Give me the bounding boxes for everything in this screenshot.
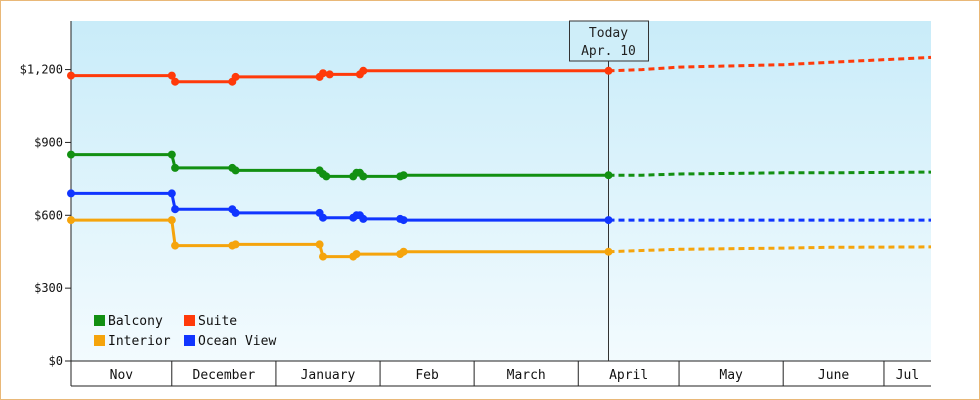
y-tick-label: $900 <box>34 135 63 149</box>
data-point-interior <box>604 247 613 256</box>
data-point-ocean-view <box>359 214 368 223</box>
month-label: Feb <box>415 368 439 383</box>
data-point-balcony <box>322 172 331 181</box>
data-point-balcony <box>171 163 180 172</box>
legend-swatch-ocean-view <box>184 335 195 346</box>
data-point-suite <box>171 77 180 86</box>
data-point-interior <box>319 252 327 261</box>
month-label: Jul <box>896 368 919 383</box>
data-point-suite <box>319 69 327 78</box>
today-box <box>569 20 649 62</box>
y-tick-label: $300 <box>34 281 63 295</box>
data-point-balcony <box>359 172 368 181</box>
legend-label-balcony: Balcony <box>108 314 163 329</box>
month-label: March <box>507 368 546 383</box>
plot-background <box>71 21 931 361</box>
data-point-interior <box>399 247 408 256</box>
data-point-interior <box>167 216 176 225</box>
today-label: Today <box>589 26 628 41</box>
data-point-ocean-view <box>399 216 408 225</box>
data-point-suite <box>325 70 334 79</box>
data-point-ocean-view <box>319 213 327 222</box>
projection-line-suite <box>608 55 932 73</box>
data-point-ocean-view <box>231 208 240 217</box>
data-point-ocean-view <box>67 189 75 198</box>
data-point-ocean-view <box>604 216 613 225</box>
data-point-balcony <box>399 171 408 180</box>
month-label: Nov <box>110 368 134 383</box>
legend-swatch-balcony <box>94 315 105 326</box>
legend-label-ocean-view: Ocean View <box>198 334 276 349</box>
data-point-balcony <box>231 166 240 175</box>
data-point-interior <box>315 240 324 249</box>
month-label: June <box>818 368 849 383</box>
y-tick-label: $1,200 <box>20 63 63 77</box>
month-label: April <box>609 368 648 383</box>
legend-label-suite: Suite <box>198 314 237 329</box>
y-tick-label: $600 <box>34 208 63 222</box>
series-line-ocean-view <box>71 191 609 222</box>
data-point-suite <box>67 71 75 80</box>
legend-label-interior: Interior <box>108 334 171 349</box>
data-point-balcony <box>604 171 613 180</box>
projection-line-balcony <box>608 170 932 177</box>
month-label: December <box>193 368 256 383</box>
month-label: January <box>301 368 356 383</box>
data-point-interior <box>231 240 240 249</box>
data-point-ocean-view <box>171 205 180 214</box>
legend-swatch-suite <box>184 315 195 326</box>
data-point-suite <box>231 72 240 81</box>
legend-swatch-interior <box>94 335 105 346</box>
projection-line-interior <box>608 245 932 254</box>
data-point-balcony <box>67 150 75 159</box>
month-label: May <box>719 368 743 383</box>
y-tick-label: $0 <box>49 354 63 368</box>
data-point-interior <box>67 216 75 225</box>
data-point-interior <box>171 241 180 250</box>
data-point-suite <box>167 71 176 80</box>
data-point-ocean-view <box>167 189 176 198</box>
data-point-suite <box>359 66 368 75</box>
data-point-balcony <box>167 150 176 159</box>
data-point-interior <box>352 250 361 259</box>
today-date: Apr. 10 <box>581 44 636 59</box>
data-point-suite <box>604 66 613 75</box>
